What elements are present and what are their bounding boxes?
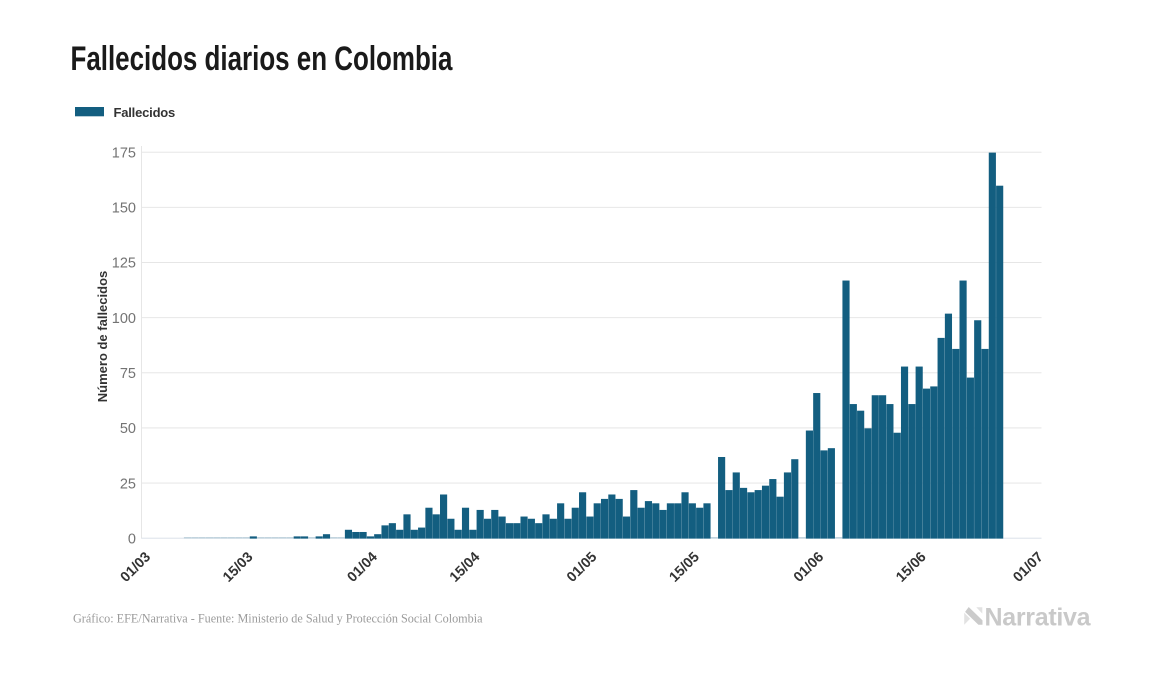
svg-text:Fallecidos: Fallecidos	[114, 105, 176, 120]
svg-text:100: 100	[112, 311, 136, 327]
svg-text:25: 25	[120, 476, 136, 492]
svg-text:Gráfico: EFE/Narrativa - Fuent: Gráfico: EFE/Narrativa - Fuente: Ministe…	[73, 612, 483, 626]
svg-text:Narrativa: Narrativa	[985, 604, 1092, 632]
svg-text:0: 0	[128, 531, 136, 547]
svg-text:Número de fallecidos: Número de fallecidos	[95, 271, 110, 402]
svg-text:50: 50	[120, 421, 136, 437]
svg-text:125: 125	[112, 256, 136, 272]
svg-text:175: 175	[112, 145, 136, 161]
svg-text:150: 150	[112, 201, 136, 217]
svg-text:Fallecidos diarios en Colombia: Fallecidos diarios en Colombia	[71, 41, 453, 78]
svg-text:75: 75	[120, 366, 136, 382]
